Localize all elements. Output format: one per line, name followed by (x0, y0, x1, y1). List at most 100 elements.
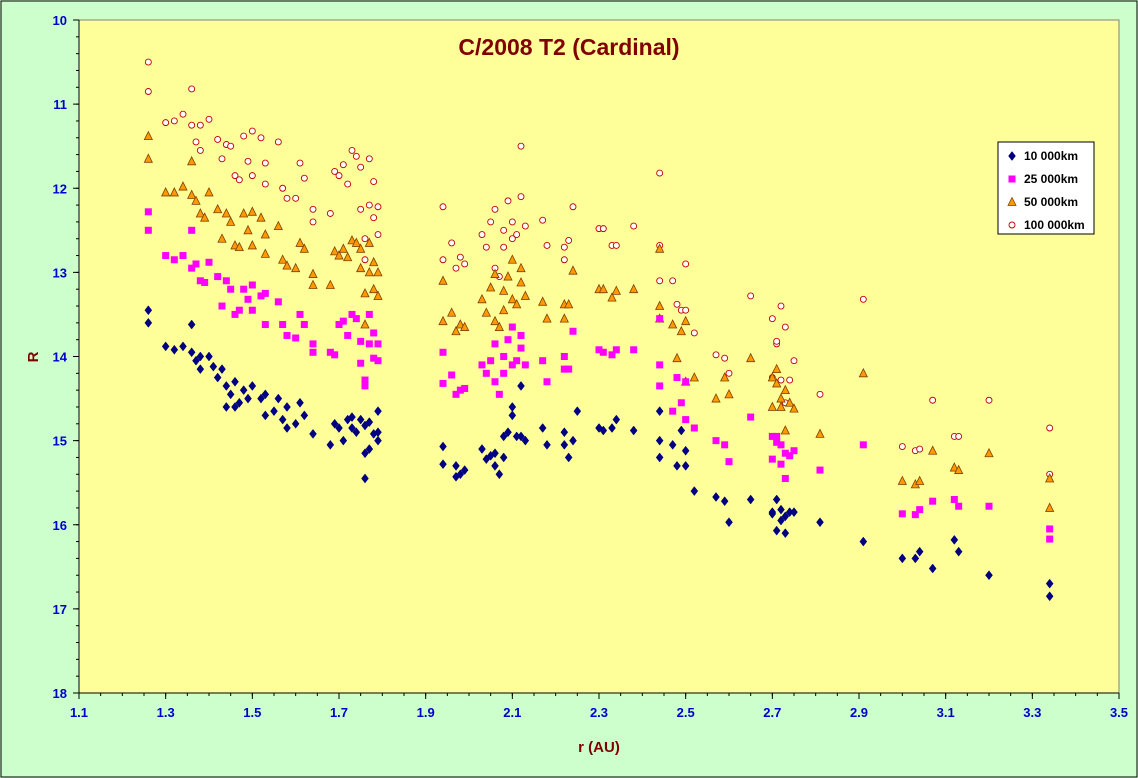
data-point (569, 327, 577, 335)
data-point (898, 553, 907, 564)
data-point (721, 441, 729, 449)
data-point (374, 406, 382, 417)
data-point (559, 313, 569, 323)
data-point (656, 277, 664, 285)
data-point (950, 534, 959, 545)
data-point (144, 88, 152, 95)
data-point (356, 414, 365, 425)
data-point (712, 351, 720, 359)
data-point (560, 256, 568, 264)
data-point (143, 130, 153, 140)
data-point (200, 212, 210, 222)
legend-label: 100 000km (1024, 218, 1085, 232)
data-point (274, 138, 282, 146)
data-point (777, 441, 785, 449)
data-point (351, 237, 361, 247)
data-point (438, 275, 448, 285)
data-point (682, 260, 690, 268)
data-point (720, 372, 730, 382)
data-point (205, 258, 213, 266)
data-point (677, 425, 686, 436)
data-point (352, 315, 360, 323)
data-point (487, 357, 495, 365)
x-tick-label: 2.3 (590, 705, 608, 720)
data-point (564, 298, 574, 309)
data-point (500, 369, 508, 377)
data-point (161, 187, 171, 197)
data-point (326, 348, 334, 356)
data-point (231, 310, 239, 318)
data-point (370, 329, 378, 337)
data-point (339, 317, 347, 325)
data-point (520, 290, 530, 300)
data-point (326, 439, 335, 450)
data-point (776, 401, 786, 411)
data-point (773, 337, 781, 345)
data-point (781, 528, 790, 539)
x-tick-label: 3.3 (1023, 705, 1041, 720)
data-point (326, 210, 334, 217)
series-circle (144, 58, 1054, 478)
data-point (655, 435, 664, 446)
data-point (261, 289, 269, 297)
series-square (144, 208, 1054, 543)
data-point (772, 363, 782, 374)
data-point (357, 205, 365, 213)
data-point (239, 208, 249, 218)
data-point (296, 397, 304, 408)
data-point (950, 496, 958, 504)
data-point (217, 233, 227, 243)
data-point (361, 448, 369, 459)
data-point (1046, 424, 1054, 432)
data-point (344, 180, 352, 188)
data-point (816, 390, 824, 398)
data-point (222, 402, 231, 412)
data-point (543, 378, 551, 386)
data-point (781, 449, 789, 457)
data-point (786, 452, 794, 460)
data-point (789, 403, 799, 413)
data-point (365, 444, 374, 454)
data-point (222, 381, 231, 391)
data-point (439, 379, 447, 387)
legend-label: 50 000km (1024, 195, 1078, 209)
data-point (325, 279, 335, 289)
data-point (816, 466, 824, 474)
data-point (270, 406, 278, 417)
data-point (607, 292, 617, 302)
data-point (248, 172, 256, 180)
legend: 10 000km 25 000km 50 000km 100 000km (997, 141, 1095, 235)
data-point (330, 418, 339, 429)
data-point (365, 201, 373, 209)
data-point (162, 119, 170, 127)
data-point (187, 319, 196, 330)
data-point (539, 216, 547, 224)
data-point (439, 441, 447, 452)
data-point (781, 323, 789, 331)
data-point (608, 351, 616, 359)
data-point (192, 260, 200, 268)
data-point (747, 292, 755, 300)
data-point (564, 452, 573, 463)
data-point (690, 486, 699, 497)
data-point (542, 313, 552, 323)
data-point (221, 208, 231, 218)
data-point (283, 331, 291, 339)
data-point (187, 155, 197, 166)
data-point (725, 517, 733, 528)
data-point (448, 371, 456, 379)
data-point (517, 431, 525, 442)
data-point (257, 292, 265, 300)
data-point (1046, 525, 1054, 533)
data-point (673, 460, 681, 471)
data-point (274, 298, 282, 306)
data-point (331, 351, 339, 359)
data-point (218, 302, 226, 310)
data-point (218, 364, 226, 375)
data-point (712, 437, 720, 445)
data-point (672, 352, 682, 363)
data-point (521, 361, 529, 369)
data-point (490, 315, 500, 326)
y-tick-label: 15 (53, 434, 67, 449)
data-point (599, 225, 607, 233)
